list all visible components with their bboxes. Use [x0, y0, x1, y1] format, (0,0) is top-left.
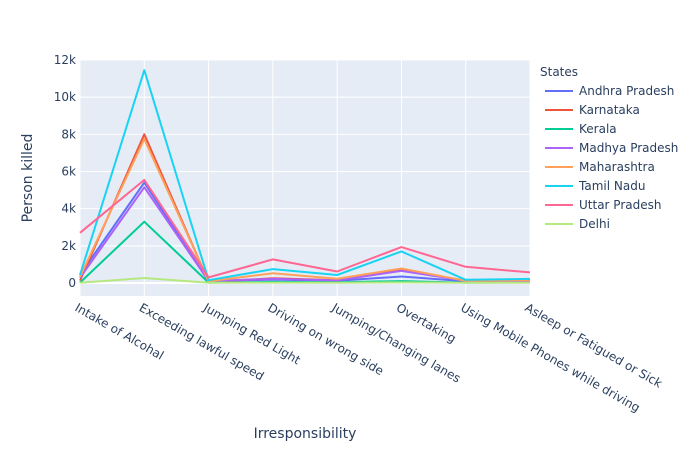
y-gridlines — [80, 59, 530, 247]
x-gridlines — [79, 60, 531, 296]
y-tick-label: 8k — [61, 127, 76, 141]
legend-title: States — [540, 65, 578, 79]
legend-item-label: Kerala — [579, 122, 617, 136]
legend-item-label: Maharashtra — [579, 160, 655, 174]
legend-item-label: Delhi — [579, 217, 610, 231]
legend-item-label: Tamil Nadu — [578, 179, 645, 193]
x-tick-label: Exceeding lawful speed — [137, 300, 267, 383]
legend: States Andhra Pradesh Karnataka Kerala Madh… — [540, 65, 678, 231]
y-tick-labels: 0 2k 4k 6k 8k 10k 12k — [54, 53, 76, 290]
legend-item-label: Andhra Pradesh — [579, 84, 674, 98]
plot-area — [80, 60, 530, 296]
y-tick-label: 0 — [68, 276, 76, 290]
y-tick-label: 10k — [54, 90, 76, 104]
x-axis-title: Irresponsibility — [254, 426, 357, 442]
legend-item-label: Uttar Pradesh — [579, 198, 661, 212]
y-tick-label: 12k — [54, 53, 76, 67]
y-tick-label: 6k — [61, 164, 76, 178]
y-tick-label: 2k — [61, 239, 76, 253]
series-line-maharashtra — [79, 138, 531, 283]
x-tick-label: Driving on wrong side — [265, 300, 386, 378]
legend-item-label: Karnataka — [579, 103, 640, 117]
series-line-uttar-pradesh — [79, 178, 531, 279]
y-axis-title: Person killed — [20, 134, 36, 223]
legend-item-label: Madhya Pradesh — [579, 141, 678, 155]
y-tick-label: 4k — [61, 202, 76, 216]
series-line-tamil-nadu — [79, 69, 531, 282]
series-lines — [79, 69, 531, 284]
series-line-delhi — [79, 277, 530, 284]
